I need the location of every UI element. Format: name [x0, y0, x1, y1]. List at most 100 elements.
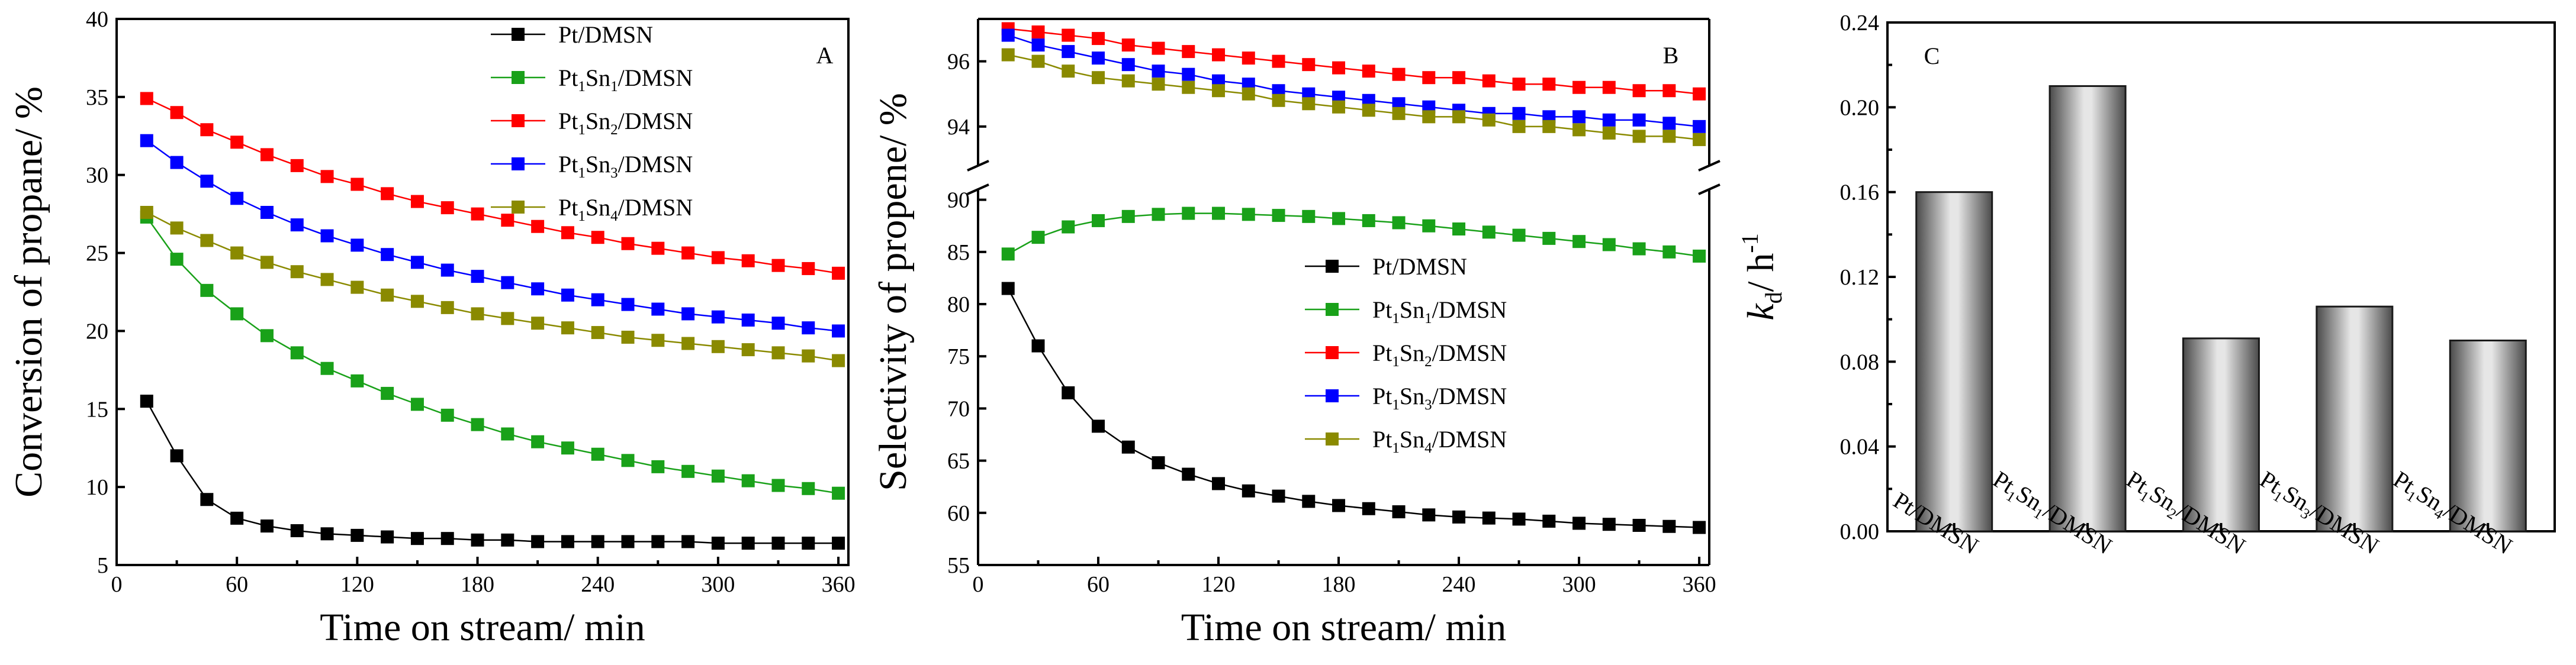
data-point: [1422, 219, 1436, 233]
series-Pt1Sn4/DMSN: [140, 206, 845, 367]
data-point: [320, 170, 334, 183]
x-tick-label: 240: [1442, 572, 1476, 597]
data-point: [350, 177, 364, 191]
data-point: [230, 246, 244, 260]
data-point: [1693, 249, 1706, 263]
data-point: [501, 214, 514, 227]
data-point: [832, 486, 845, 500]
data-point: [1272, 209, 1285, 222]
data-point: [260, 519, 274, 533]
data-point: [170, 253, 184, 266]
data-point: [1452, 110, 1466, 124]
data-point: [561, 441, 574, 455]
data-point: [802, 482, 815, 495]
data-point: [1302, 58, 1316, 72]
x-tick-label: 60: [226, 572, 248, 597]
data-point: [561, 321, 574, 335]
data-point: [651, 535, 665, 548]
data-point: [1212, 84, 1226, 98]
data-point: [1602, 126, 1616, 140]
y-tick-label: 0.16: [1840, 180, 1880, 205]
data-point: [320, 273, 334, 286]
data-point: [1452, 222, 1466, 236]
y-axis-label: kd/ h-1: [1736, 233, 1787, 321]
legend-marker: [1326, 346, 1339, 359]
y-axis-label: Selectivity of propene/ %: [871, 93, 915, 491]
panel-a-conversion-chart: 0 60 120 180 240 300 360 5 10 15 20 25 30 35 40 Time on…: [7, 7, 856, 649]
data-point: [1422, 110, 1436, 124]
data-point: [1392, 106, 1406, 120]
data-point: [1422, 508, 1436, 522]
y-tick-label: 55: [947, 553, 970, 578]
data-point: [1062, 386, 1075, 399]
data-point: [1693, 521, 1706, 534]
data-point: [561, 288, 574, 302]
data-point: [1542, 231, 1556, 245]
y-tick-label: 0.08: [1840, 350, 1880, 375]
data-point: [621, 237, 635, 250]
data-point: [1602, 113, 1616, 127]
legend-marker: [512, 71, 525, 84]
data-point: [230, 135, 244, 149]
data-point: [381, 386, 394, 400]
data-point: [832, 537, 845, 550]
panel-b-selectivity-chart: 0 60 120 180 240 300 360 55 60 65 70 75 80 85 90 94 96 Ti…: [871, 18, 1720, 649]
data-point: [531, 535, 545, 548]
data-point: [1272, 93, 1285, 107]
data-point: [1632, 242, 1646, 256]
series-line: [146, 217, 839, 494]
data-point: [290, 265, 304, 279]
data-point: [1062, 64, 1075, 78]
data-point: [1512, 120, 1526, 133]
data-point: [381, 530, 394, 544]
x-tick-label: 120: [340, 572, 374, 597]
series-Pt/DMSN: [1001, 282, 1706, 534]
data-point: [1512, 228, 1526, 242]
data-point: [1362, 104, 1375, 117]
data-point: [771, 346, 785, 360]
data-point: [1362, 502, 1375, 515]
data-point: [1362, 214, 1375, 227]
data-point: [1152, 64, 1165, 78]
data-point: [621, 535, 635, 548]
y-tick-label: 94: [947, 115, 970, 140]
axis-break-mark: [967, 183, 989, 195]
data-point: [802, 537, 815, 550]
data-point: [771, 317, 785, 330]
data-point: [290, 346, 304, 360]
data-point: [832, 354, 845, 367]
data-point: [651, 302, 665, 316]
data-point: [170, 156, 184, 169]
data-point: [1302, 209, 1316, 223]
data-point: [651, 241, 665, 255]
series-line: [146, 401, 839, 544]
data-point: [591, 231, 604, 244]
data-point: [1242, 87, 1255, 101]
plot-frame: [115, 18, 850, 566]
data-point: [1662, 130, 1676, 143]
data-point: [440, 201, 454, 215]
data-point: [1632, 113, 1646, 127]
series-line: [1008, 212, 1700, 257]
data-point: [410, 256, 424, 269]
data-point: [200, 493, 214, 506]
data-point: [1031, 38, 1045, 52]
data-point: [1152, 456, 1165, 470]
data-point: [170, 221, 184, 235]
data-point: [260, 206, 274, 219]
y-tick-label: 96: [947, 50, 970, 75]
legend-label: Pt1Sn4/DMSN: [1372, 426, 1507, 456]
data-point: [320, 361, 334, 375]
data-point: [531, 282, 545, 296]
data-point: [1121, 58, 1135, 72]
data-point: [350, 280, 364, 294]
data-point: [1422, 71, 1436, 85]
y-tick-label: 80: [947, 292, 970, 317]
y-tick-label: 0.20: [1840, 95, 1880, 120]
y-tick-label: 0.04: [1840, 435, 1880, 460]
y-tick-label: 25: [86, 241, 108, 266]
data-point: [1092, 71, 1105, 85]
data-point: [1302, 87, 1316, 101]
